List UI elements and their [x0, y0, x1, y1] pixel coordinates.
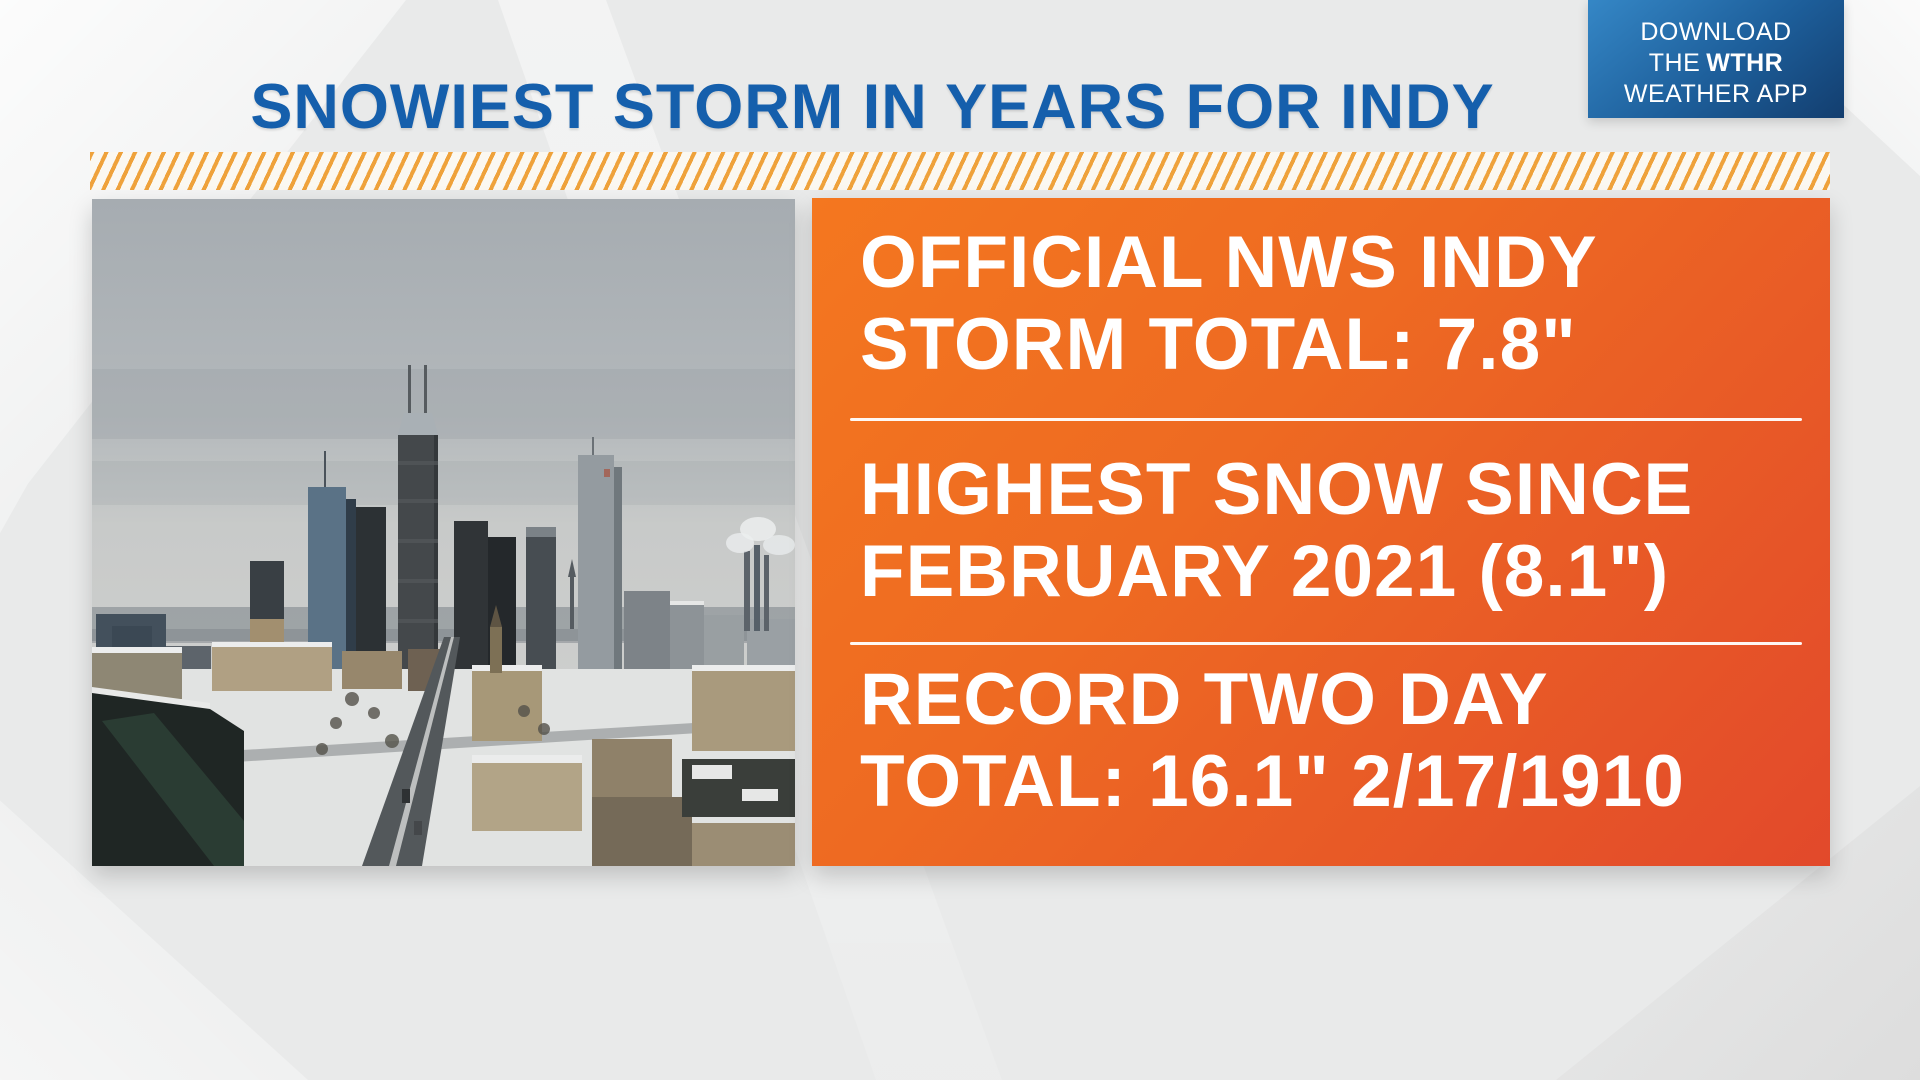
stat-line: TOTAL: 16.1" 2/17/1910 — [860, 741, 1685, 822]
hatched-accent-stripe — [90, 152, 1830, 190]
download-app-badge[interactable]: DOWNLOAD THE WTHR WEATHER APP — [1588, 0, 1844, 118]
panel-divider — [850, 642, 1802, 645]
stat-official-storm-total: OFFICIAL NWS INDY STORM TOTAL: 7.8" — [860, 222, 1800, 386]
stat-line: OFFICIAL NWS INDY — [860, 222, 1598, 303]
app-badge-line2-prefix: THE — [1648, 48, 1701, 77]
app-badge-brand: WTHR — [1706, 48, 1784, 77]
stat-line: FEBRUARY 2021 (8.1") — [860, 531, 1670, 612]
stat-line: STORM TOTAL: 7.8" — [860, 304, 1577, 385]
stat-record-two-day: RECORD TWO DAY TOTAL: 16.1" 2/17/1910 — [860, 659, 1800, 823]
stat-highest-since: HIGHEST SNOW SINCE FEBRUARY 2021 (8.1") — [860, 449, 1800, 613]
skyline-photo-graphic — [92, 199, 795, 866]
storm-stats-panel: OFFICIAL NWS INDY STORM TOTAL: 7.8" HIGH… — [812, 198, 1830, 866]
page-title: SNOWIEST STORM IN YEARS FOR INDY — [250, 72, 1495, 142]
panel-divider — [850, 418, 1802, 421]
app-badge-line3: WEATHER APP — [1623, 79, 1809, 108]
stat-line: HIGHEST SNOW SINCE — [860, 449, 1694, 530]
app-badge-line1: DOWNLOAD — [1640, 17, 1792, 46]
app-badge-line2: THE WTHR — [1588, 49, 1844, 78]
skyline-photo — [92, 199, 795, 866]
stat-line: RECORD TWO DAY — [860, 659, 1549, 740]
